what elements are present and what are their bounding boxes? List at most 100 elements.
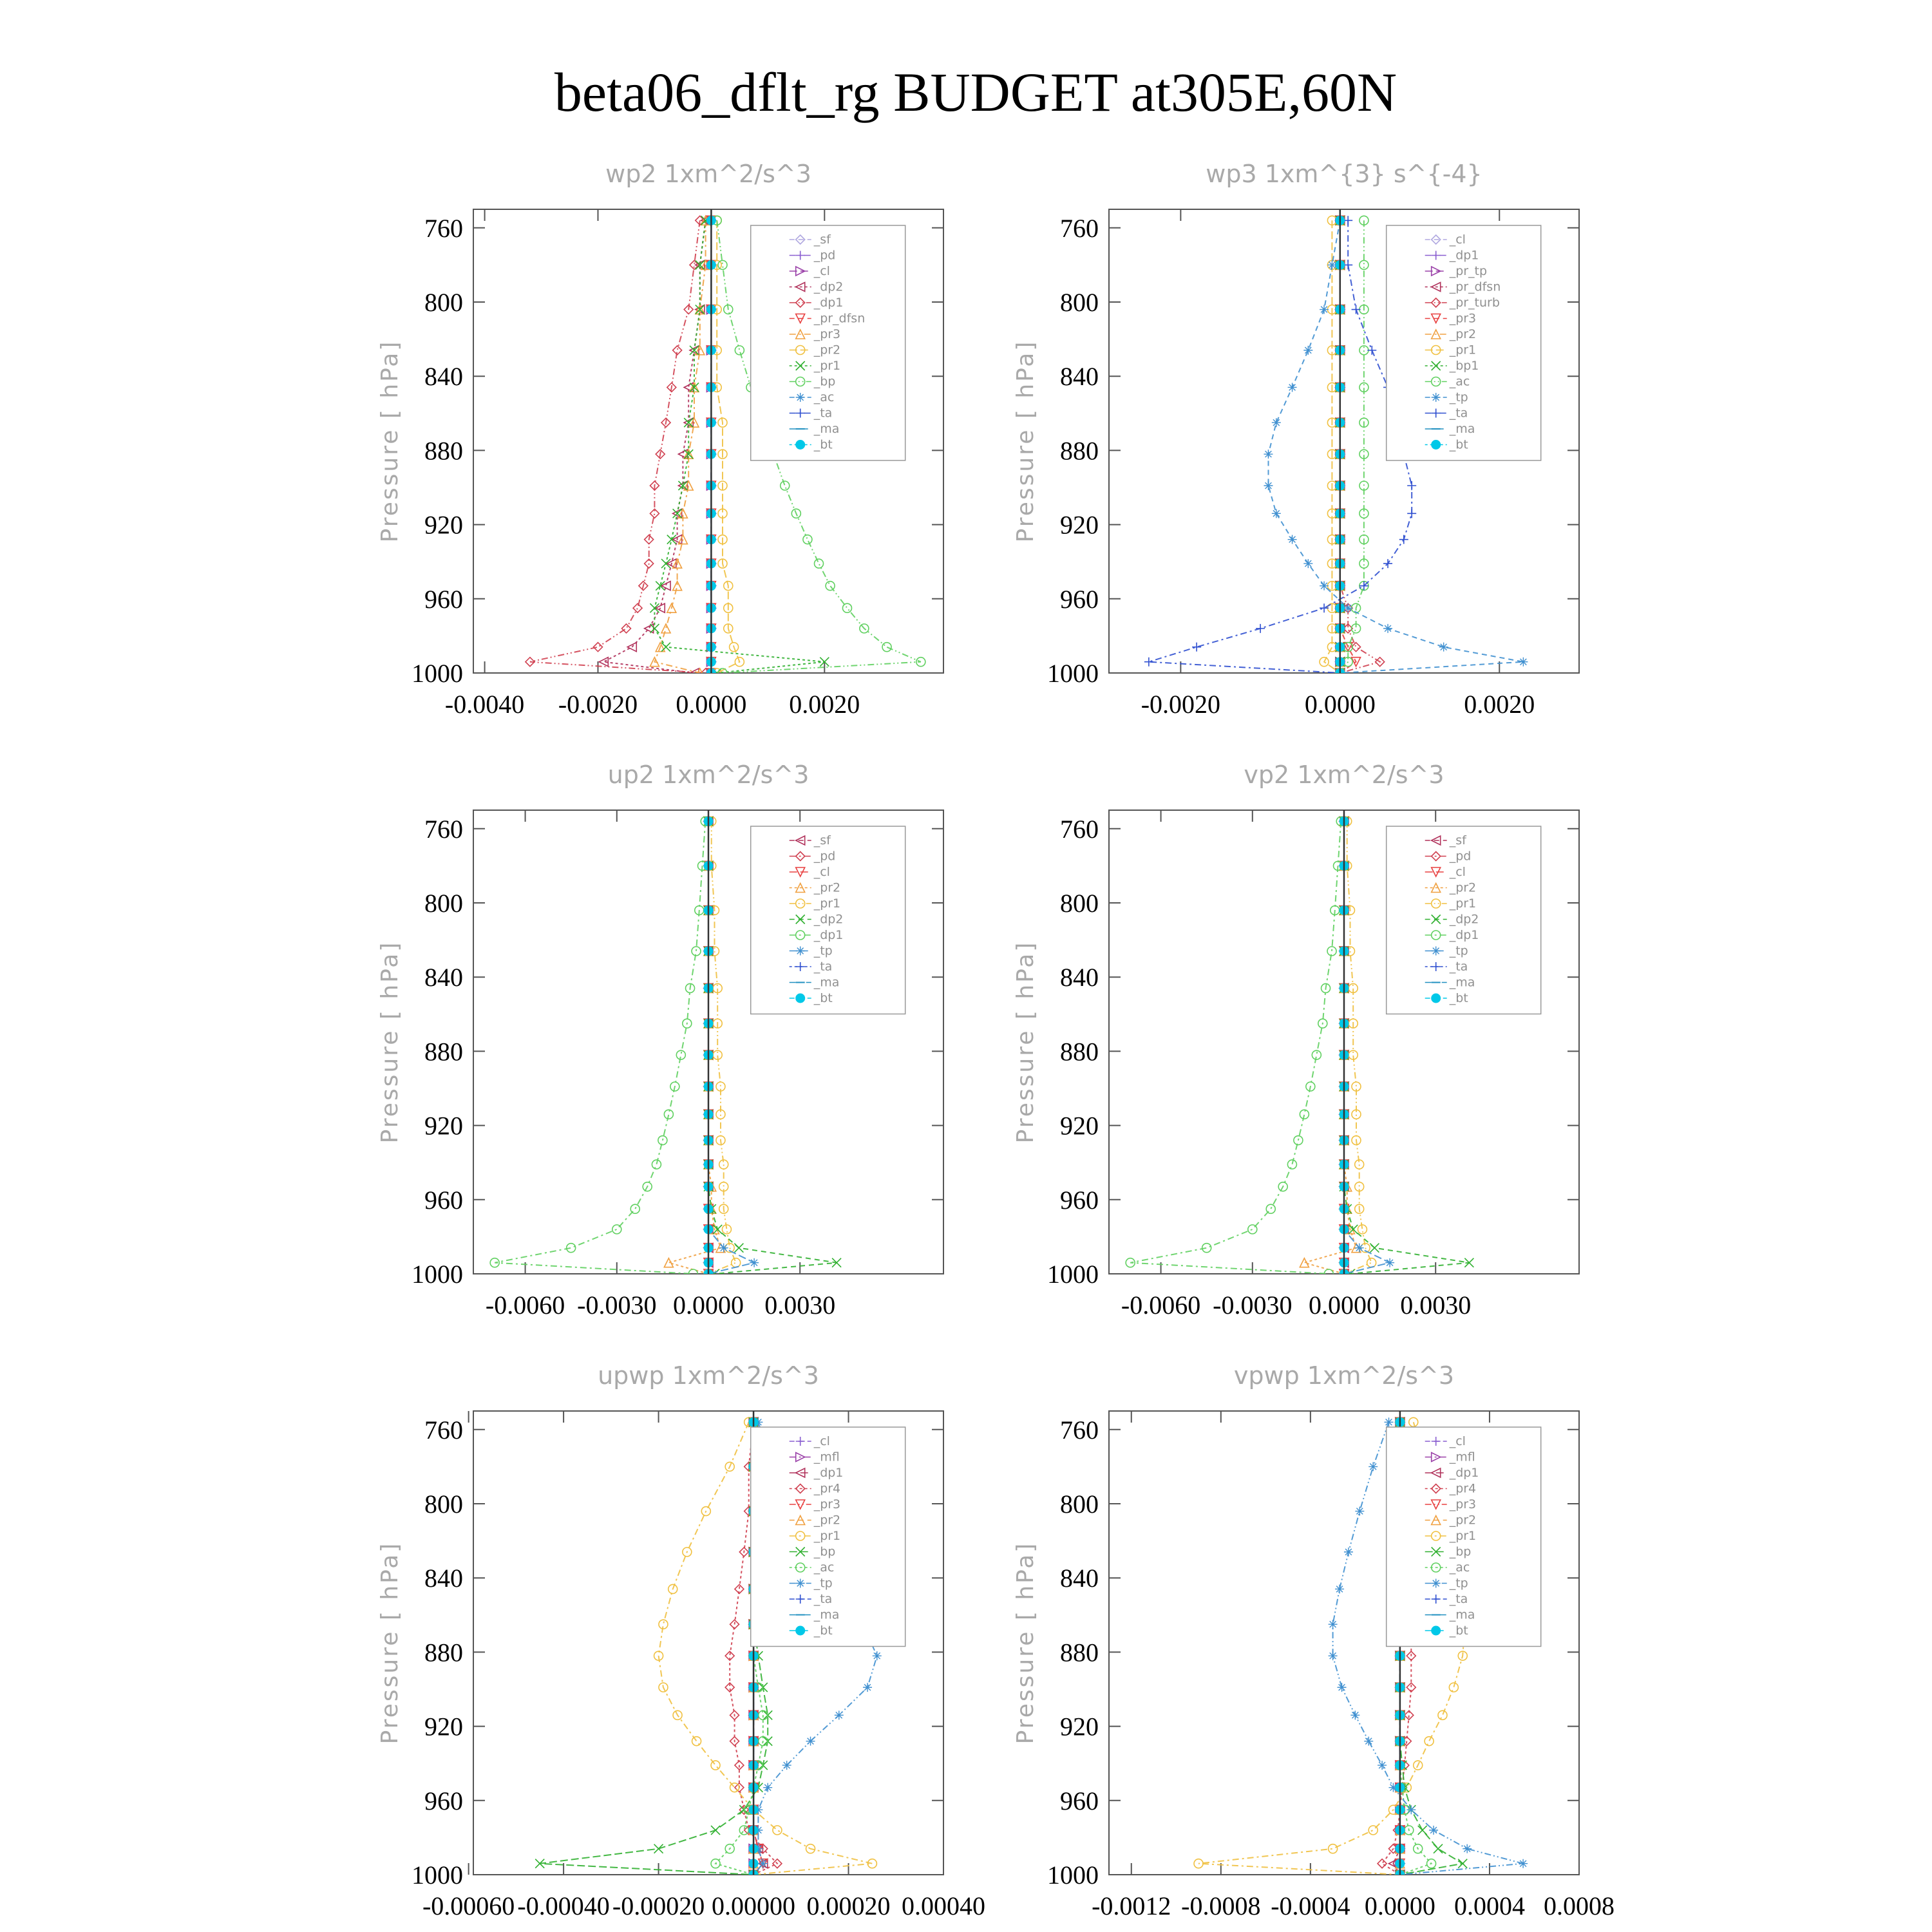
data-point-dp1 — [672, 345, 683, 356]
data-point-pr1 — [867, 1858, 878, 1869]
data-point-pr2 — [717, 480, 728, 491]
legend-label: _dp1 — [1449, 928, 1479, 942]
legend-marker — [795, 962, 805, 971]
legend-marker — [1430, 281, 1441, 292]
series-line-pr1 — [1343, 821, 1373, 1274]
data-point-dp1 — [666, 382, 677, 393]
legend-marker — [795, 1531, 806, 1541]
series-line-pr1 — [1323, 220, 1341, 673]
legend-marker — [795, 1578, 805, 1588]
data-point-pr1 — [1437, 1710, 1448, 1721]
legend-marker — [795, 1437, 805, 1446]
data-point-tp — [1328, 1651, 1338, 1661]
data-point-pr1 — [658, 1682, 668, 1692]
data-point-pr4 — [734, 1759, 745, 1771]
data-point-pr1 — [653, 1651, 664, 1661]
y-tick-label: 840 — [424, 362, 463, 391]
legend-marker — [1430, 1531, 1441, 1541]
data-point-pr1 — [718, 1181, 729, 1192]
y-axis-label: Pressure [ hPa] — [1012, 941, 1039, 1144]
data-point-bp — [825, 580, 835, 591]
legend-marker — [795, 393, 805, 402]
data-point-pr2 — [712, 668, 722, 673]
y-tick-label: 880 — [424, 1037, 463, 1066]
data-point-pr2 — [1299, 1256, 1310, 1268]
x-tick-label: -0.0004 — [1271, 1891, 1350, 1920]
legend-marker — [795, 361, 806, 371]
series-line-dp1 — [529, 220, 706, 673]
data-point-tp — [1264, 450, 1273, 459]
data-point-dp1 — [682, 1018, 692, 1028]
data-point-pr1 — [672, 508, 683, 518]
y-tick-label: 1000 — [412, 1861, 463, 1889]
legend-label: _tp — [1449, 1577, 1468, 1591]
legend-label: _ma — [813, 976, 840, 990]
legend-marker — [1430, 1483, 1441, 1494]
panel-1: wp2 1xm^2/s^3 Pressure [ hPa] 760 800 840 880… — [377, 160, 944, 719]
legend-label: _dp2 — [1449, 913, 1479, 927]
y-tick-label: 920 — [1060, 511, 1099, 540]
data-point-pr1 — [1366, 1257, 1377, 1268]
data-point-tp — [782, 1761, 791, 1770]
data-point-ta — [1359, 581, 1368, 591]
data-point-tp — [1384, 1417, 1394, 1427]
data-point-pr3 — [649, 656, 660, 667]
series-layer — [1125, 810, 1474, 1274]
x-tick-label: -0.0030 — [1213, 1291, 1292, 1320]
data-point-bp — [882, 641, 892, 652]
data-point-tp — [1519, 1859, 1528, 1868]
data-point-tp — [1327, 260, 1337, 270]
data-point-pr1 — [667, 535, 677, 545]
legend-marker — [795, 251, 805, 260]
legend-label: _bt — [813, 1624, 833, 1638]
legend-marker — [1430, 1562, 1441, 1573]
data-point-pr3 — [688, 417, 700, 428]
data-point-dp1 — [524, 656, 536, 667]
data-point-dp1 — [1318, 1018, 1328, 1028]
data-point-pr1 — [1424, 1736, 1434, 1747]
data-point-pr1 — [667, 1584, 678, 1595]
data-point-dp1 — [670, 1081, 680, 1092]
panel-title: up2 1xm^2/s^3 — [608, 761, 810, 789]
y-tick-label: 920 — [1060, 1712, 1099, 1741]
legend-label: _ma — [1449, 422, 1475, 436]
x-tick-label: -0.0008 — [1181, 1891, 1260, 1920]
legend-label: _cl — [1449, 865, 1466, 879]
legend-label: _dp1 — [813, 928, 844, 942]
data-point-ac — [1350, 623, 1361, 634]
data-point-ta — [1343, 260, 1353, 270]
data-point-tp — [1354, 1243, 1364, 1253]
data-point-ta — [1343, 216, 1353, 225]
panel-title: wp2 1xm^2/s^3 — [605, 160, 811, 188]
data-point-dp1 — [1320, 983, 1331, 994]
y-tick-label: 760 — [424, 214, 463, 243]
legend-marker — [1431, 946, 1441, 956]
x-tick-label: -0.0012 — [1092, 1891, 1171, 1920]
legend-marker — [795, 297, 806, 308]
series-line-tp — [1343, 821, 1392, 1274]
data-point-pr1 — [649, 623, 660, 634]
y-tick-label: 920 — [1060, 1112, 1099, 1141]
data-point-tp — [763, 1783, 773, 1792]
data-point-bp — [734, 345, 745, 355]
legend-marker — [1430, 345, 1441, 355]
legend-label: _dp1 — [1449, 249, 1479, 263]
data-point-bp — [791, 508, 802, 519]
legend-marker — [795, 946, 805, 956]
legend-label: _pr1 — [813, 896, 840, 911]
legend-label: _pr_tp — [1449, 264, 1487, 278]
y-tick-label: 800 — [424, 889, 463, 918]
y-tick-label: 1000 — [412, 659, 463, 688]
legend-marker — [795, 1562, 806, 1573]
data-point-pr1 — [1354, 1159, 1365, 1170]
legend-label: _bp — [813, 375, 836, 389]
legend-label: _bt — [1449, 1624, 1468, 1638]
y-tick-label: 840 — [1060, 362, 1099, 391]
figure-title: beta06_dflt_rg BUDGET at305E,60N — [554, 61, 1397, 123]
data-point-dp1 — [1278, 1181, 1288, 1192]
data-point-tp — [1355, 1506, 1365, 1516]
legend-label: _bp1 — [1449, 359, 1479, 373]
data-point-tp — [1429, 1825, 1439, 1835]
data-point-bp — [859, 623, 869, 634]
data-point-ac — [757, 1736, 768, 1747]
